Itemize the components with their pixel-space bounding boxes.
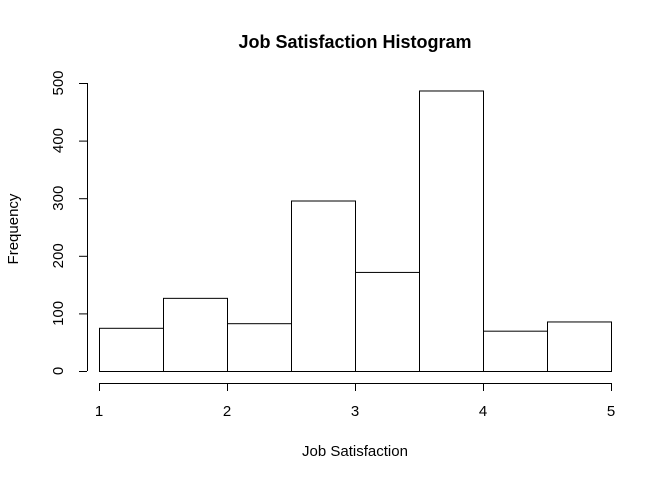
x-tick-label-4: 4 (479, 403, 487, 420)
histogram-bar-7 (483, 330, 548, 372)
x-tick-label-3: 3 (351, 403, 359, 420)
histogram-bar-6 (419, 90, 484, 372)
histogram-bar-2 (163, 297, 228, 372)
histogram-bar-8 (547, 321, 612, 372)
histogram-bar-5 (355, 271, 420, 373)
y-axis-label: Frequency (5, 193, 22, 264)
y-tick-label-4: 300 (50, 186, 67, 211)
y-tick-label-1: 0 (50, 367, 67, 375)
y-axis: 0 100 200 300 400 500 (50, 70, 88, 375)
y-tick-label-5: 400 (50, 128, 67, 153)
x-tick-label-1: 1 (95, 403, 103, 420)
y-tick-label-3: 200 (50, 243, 67, 268)
bars-group (99, 90, 612, 373)
y-tick-label-2: 100 (50, 301, 67, 326)
x-axis-label: Job Satisfaction (302, 443, 408, 460)
y-tick-label-6: 500 (50, 70, 67, 95)
x-tick-label-5: 5 (607, 403, 615, 420)
x-axis: 1 2 3 4 5 (95, 383, 615, 420)
histogram-bar-3 (227, 323, 292, 372)
histogram-bar-1 (99, 327, 164, 372)
x-tick-label-2: 2 (223, 403, 231, 420)
histogram-bar-4 (291, 200, 356, 372)
chart-title: Job Satisfaction Histogram (238, 32, 471, 52)
